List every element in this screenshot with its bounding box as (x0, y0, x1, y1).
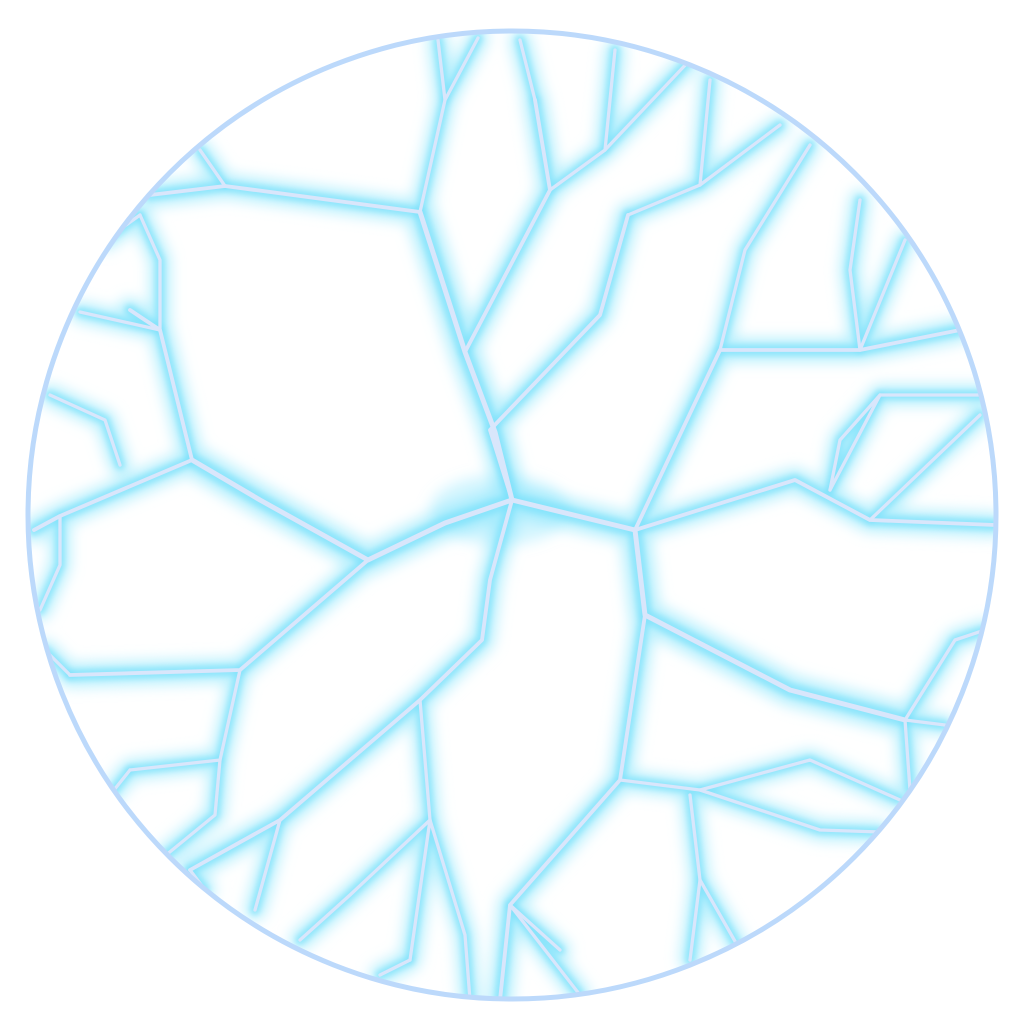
crack-line-50 (828, 393, 882, 492)
crack-line-40 (138, 213, 162, 332)
crack-line-21 (848, 198, 862, 352)
crack-line-8 (633, 478, 996, 532)
crack-line-18 (603, 58, 692, 152)
crack-line-49 (903, 718, 947, 727)
crack-line-14 (443, 36, 480, 102)
disc-rim (25, 28, 999, 1002)
crack-line-15 (518, 38, 537, 102)
crack-line-39 (78, 310, 162, 332)
crack-network (28, 31, 996, 999)
crack-line-31 (508, 903, 582, 997)
crack-line-43 (48, 393, 122, 467)
crack-line-22 (858, 238, 907, 352)
crack-line-27 (618, 758, 902, 802)
crack-line-35 (298, 818, 432, 942)
crack-line-11 (498, 613, 647, 999)
crack-line-48 (378, 958, 412, 977)
crack-line-9 (633, 328, 962, 532)
crack-line-1 (488, 213, 630, 502)
crack-line-34 (428, 818, 472, 999)
crack-line-42 (198, 148, 227, 188)
crack-line-19 (698, 123, 782, 187)
crack-line-24 (868, 413, 982, 522)
crack-line-30 (688, 878, 702, 962)
crack-line-10 (188, 498, 514, 872)
crack-line-28 (698, 788, 882, 834)
crack-line-32 (508, 903, 562, 952)
crack-line-38 (158, 758, 222, 862)
crack-line-44 (38, 514, 62, 612)
crack-line-26 (903, 718, 912, 792)
crack-line-25 (903, 628, 987, 722)
crack-line-20 (718, 143, 812, 352)
crack-line-0 (417, 209, 515, 503)
crack-line-36 (253, 818, 282, 912)
